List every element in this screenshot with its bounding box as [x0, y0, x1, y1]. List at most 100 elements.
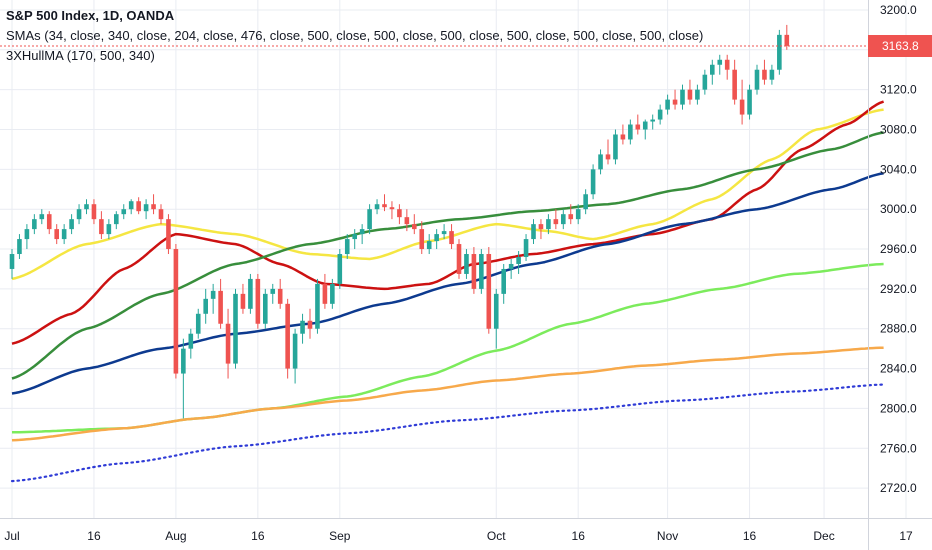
candle-up	[84, 204, 89, 210]
hull-ma-indicator-label[interactable]: 3XHullMA (170, 500, 340)	[6, 48, 155, 63]
candle-up	[493, 293, 499, 329]
candle-up	[754, 69, 760, 90]
candle-down	[218, 290, 223, 324]
candle-up	[441, 231, 447, 235]
candle-up	[367, 209, 372, 230]
candle-down	[784, 34, 790, 46]
candle-up	[702, 74, 708, 90]
candle-up	[523, 239, 529, 258]
series-line-3xhullma	[11, 346, 884, 442]
candle-down	[412, 224, 417, 230]
candle-up	[292, 333, 298, 369]
y-tick-label: 2720.0	[880, 481, 917, 495]
candle-down	[397, 209, 402, 218]
candle-up	[315, 283, 320, 329]
candle-up	[561, 214, 566, 225]
x-tick-label: Dec	[813, 529, 834, 543]
candle-up	[575, 209, 581, 220]
series-line-sma-34	[11, 108, 884, 281]
y-tick-label: 2760.0	[880, 441, 917, 455]
y-tick-label: 3080.0	[880, 123, 917, 137]
candle-down	[46, 214, 52, 230]
candle-down	[762, 69, 767, 80]
price-axis[interactable]: 2720.0 2760.0 2800.0 2840.0 2880.0 2920.0 2960…	[868, 0, 918, 550]
candle-down	[732, 69, 737, 100]
candle-up	[121, 209, 127, 215]
candle-up	[337, 254, 343, 284]
y-tick-label: 3200.0	[880, 3, 917, 17]
candle-up	[628, 124, 633, 140]
last-price-tag: 3163.8	[868, 35, 932, 58]
candle-up	[248, 278, 253, 309]
candle-down	[419, 229, 425, 250]
y-tick-label: 3120.0	[880, 83, 917, 97]
candle-up	[17, 239, 22, 255]
candle-up	[300, 320, 305, 334]
candle-up	[613, 134, 618, 160]
candle-up	[143, 204, 149, 212]
candle-up	[680, 89, 685, 105]
candle-down	[158, 209, 164, 220]
candle-up	[106, 224, 112, 235]
y-tick-label: 2920.0	[880, 282, 917, 296]
candle-up	[359, 229, 365, 235]
x-tick-label: 16	[251, 529, 265, 543]
candle-up	[516, 257, 521, 264]
candle-down	[471, 254, 477, 289]
candle-up	[531, 224, 536, 240]
candle-up	[233, 293, 238, 364]
candle-up	[769, 69, 775, 80]
series-line-sma-500-dotted	[10, 383, 885, 483]
candle-up	[203, 298, 208, 314]
candle-up	[508, 263, 514, 269]
candle-down	[225, 323, 231, 364]
candle-down	[739, 99, 745, 115]
candle-up	[710, 64, 715, 75]
candle-up	[747, 89, 752, 115]
candle-up	[76, 209, 82, 220]
time-axis[interactable]: Jul 16 Aug 16 Sep Oct 16 Nov 16 Dec 17	[0, 518, 932, 544]
candle-up	[181, 348, 186, 374]
series-line-sma-340	[11, 172, 884, 395]
x-tick-label: Oct	[487, 529, 506, 543]
candle-down	[166, 219, 171, 250]
candle-up	[777, 34, 782, 70]
candle-down	[553, 219, 559, 225]
candle-up	[583, 194, 588, 210]
sma-indicator-label[interactable]: SMAs (34, close, 340, close, 204, close,…	[6, 28, 704, 43]
moving-average-lines	[10, 100, 885, 483]
y-tick-label: 2840.0	[880, 362, 917, 376]
x-tick-label: Nov	[657, 529, 678, 543]
candle-up	[330, 283, 335, 304]
candle-up	[195, 313, 201, 334]
x-tick-label: Aug	[165, 529, 186, 543]
candle-down	[99, 219, 104, 235]
candle-up	[114, 214, 119, 225]
candle-down	[486, 254, 492, 329]
series-line-sma-500	[11, 100, 885, 345]
candle-up	[344, 239, 350, 255]
x-tick-label: 16	[87, 529, 101, 543]
candle-up	[464, 254, 469, 274]
series-line-sma-204	[11, 131, 884, 380]
x-tick-label: Jul	[4, 529, 19, 543]
candle-down	[456, 244, 462, 274]
candle-up	[39, 214, 45, 220]
candle-down	[173, 249, 179, 374]
candle-up	[479, 254, 484, 289]
candle-up	[188, 333, 194, 349]
candle-down	[136, 201, 141, 212]
candle-down	[285, 303, 290, 369]
candle-up	[546, 219, 551, 230]
candle-down	[382, 204, 387, 208]
x-tick-label: 17	[899, 529, 913, 543]
candle-up	[695, 89, 700, 100]
candle-up	[590, 169, 596, 195]
candle-down	[687, 89, 693, 100]
x-tick-label: 16	[743, 529, 757, 543]
x-tick-label: 16	[572, 529, 586, 543]
candle-down	[91, 204, 97, 220]
candlesticks	[9, 24, 790, 419]
candle-up	[24, 229, 30, 240]
